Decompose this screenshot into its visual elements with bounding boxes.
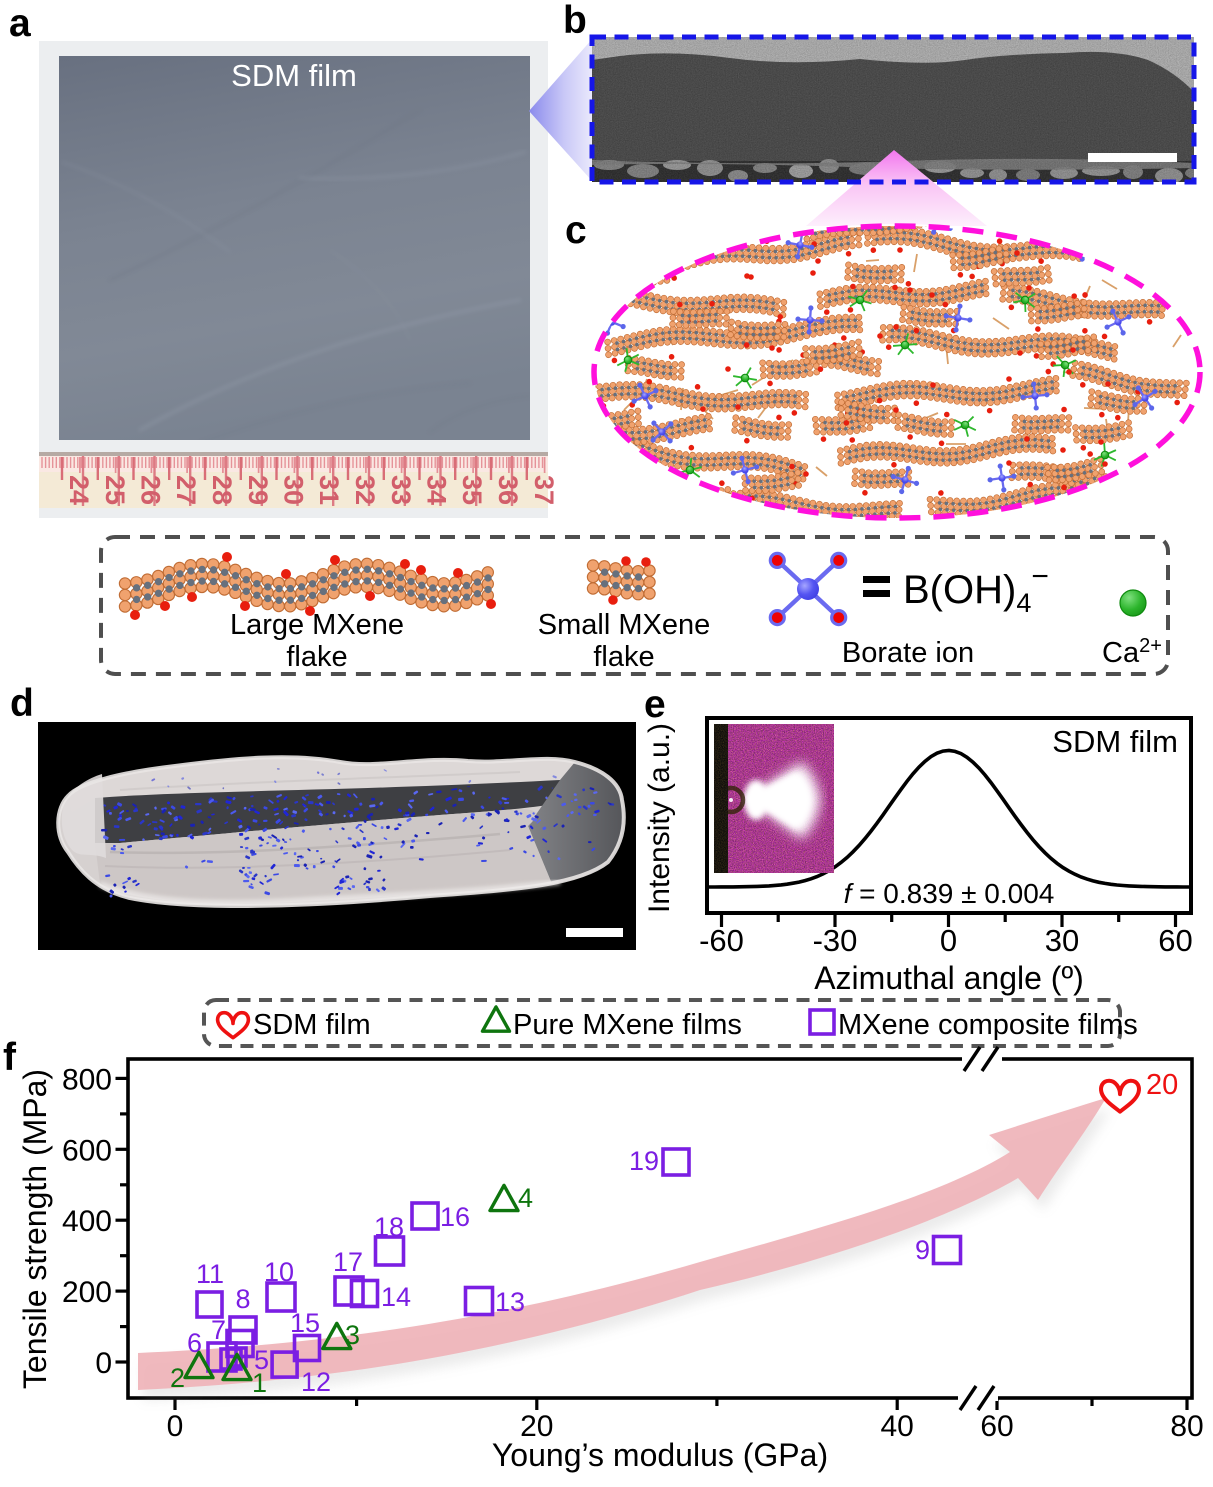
- svg-text:30: 30: [1045, 923, 1079, 958]
- svg-text:3: 3: [345, 1320, 360, 1350]
- svg-text:60: 60: [980, 1410, 1013, 1443]
- svg-text:40: 40: [881, 1410, 914, 1443]
- svg-text:0: 0: [95, 1347, 112, 1380]
- svg-text:8: 8: [235, 1284, 250, 1314]
- svg-text:Pure MXene films: Pure MXene films: [513, 1009, 742, 1041]
- svg-text:29: 29: [243, 475, 273, 505]
- svg-text:800: 800: [62, 1063, 112, 1096]
- svg-text:Tensile strength (MPa): Tensile strength (MPa): [17, 1069, 53, 1389]
- svg-text:20: 20: [1146, 1069, 1178, 1101]
- svg-text:20: 20: [520, 1410, 553, 1443]
- svg-text:600: 600: [62, 1134, 112, 1167]
- svg-text:36: 36: [493, 475, 523, 505]
- svg-text:Azimuthal angle (º): Azimuthal angle (º): [814, 960, 1084, 996]
- svg-text:c: c: [565, 209, 587, 252]
- svg-text:10: 10: [264, 1257, 294, 1287]
- svg-text:37: 37: [529, 475, 559, 505]
- svg-text:SDM film: SDM film: [253, 1009, 371, 1041]
- svg-text:Small MXene: Small MXene: [538, 609, 710, 641]
- svg-text:6: 6: [187, 1328, 202, 1358]
- svg-text:e: e: [644, 683, 666, 726]
- svg-text:18: 18: [374, 1212, 404, 1242]
- svg-text:26: 26: [136, 475, 166, 505]
- svg-text:11: 11: [196, 1259, 224, 1289]
- svg-text:flake: flake: [593, 641, 654, 673]
- svg-text:d: d: [10, 682, 34, 725]
- svg-text:31: 31: [314, 475, 344, 505]
- svg-text:27: 27: [171, 475, 201, 505]
- svg-text:Young’s modulus (GPa): Young’s modulus (GPa): [492, 1437, 828, 1473]
- svg-text:SDM film: SDM film: [231, 58, 357, 93]
- svg-text:-60: -60: [699, 923, 744, 958]
- svg-text:0: 0: [940, 923, 957, 958]
- svg-text:25: 25: [100, 475, 130, 505]
- svg-text:400: 400: [62, 1205, 112, 1238]
- svg-text:Intensity (a.u.): Intensity (a.u.): [643, 723, 676, 913]
- svg-text:200: 200: [62, 1276, 112, 1309]
- svg-text:Large MXene: Large MXene: [230, 609, 404, 641]
- svg-text:17: 17: [333, 1247, 363, 1277]
- svg-text:0: 0: [167, 1410, 184, 1443]
- svg-text:30: 30: [279, 475, 309, 505]
- svg-text:28: 28: [207, 475, 237, 505]
- svg-text:MXene composite films: MXene composite films: [838, 1009, 1138, 1041]
- svg-text:a: a: [9, 2, 31, 45]
- svg-text:33: 33: [386, 475, 416, 505]
- svg-text:60: 60: [1158, 923, 1192, 958]
- svg-text:4: 4: [518, 1183, 533, 1213]
- svg-text:14: 14: [381, 1282, 411, 1312]
- svg-text:9: 9: [915, 1235, 930, 1265]
- svg-text:SDM film: SDM film: [1052, 724, 1178, 759]
- svg-text:24: 24: [64, 475, 94, 505]
- svg-text:flake: flake: [286, 641, 347, 673]
- svg-text:5: 5: [254, 1345, 269, 1375]
- svg-text:12: 12: [301, 1367, 331, 1397]
- svg-text:16: 16: [440, 1202, 470, 1232]
- svg-text:13: 13: [495, 1287, 525, 1317]
- svg-text:Borate ion: Borate ion: [842, 637, 974, 669]
- svg-text:2: 2: [170, 1363, 185, 1393]
- svg-text:f = 0.839 ± 0.004: f = 0.839 ± 0.004: [844, 878, 1055, 909]
- svg-text:34: 34: [422, 475, 452, 505]
- svg-text:b: b: [563, 0, 587, 42]
- svg-text:32: 32: [350, 475, 380, 505]
- svg-text:1: 1: [252, 1368, 267, 1398]
- svg-text:15: 15: [290, 1308, 320, 1338]
- svg-text:80: 80: [1170, 1410, 1203, 1443]
- svg-text:7: 7: [211, 1315, 226, 1345]
- svg-text:19: 19: [629, 1146, 659, 1176]
- svg-text:-30: -30: [813, 923, 858, 958]
- svg-text:35: 35: [457, 475, 487, 505]
- svg-text:f: f: [3, 1036, 17, 1079]
